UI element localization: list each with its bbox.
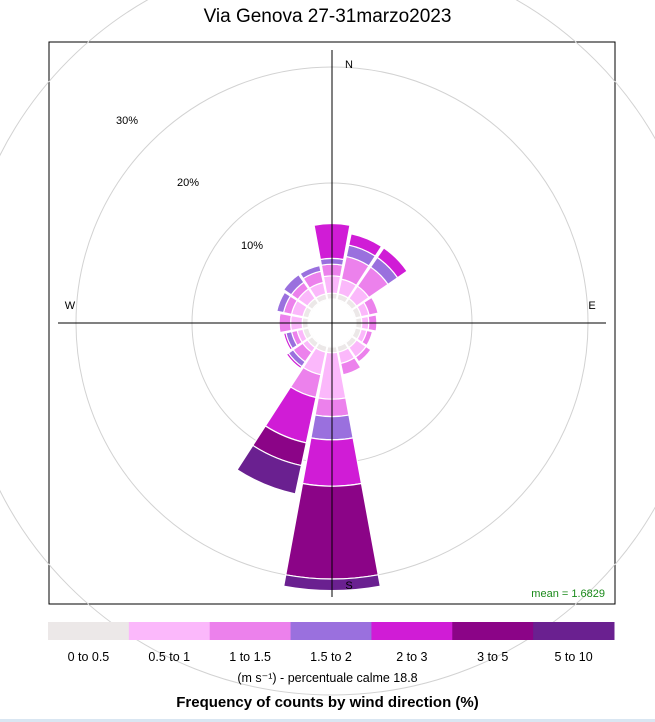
legend-units: (m s⁻¹) - percentuale calme 18.8 (237, 671, 418, 685)
petal-SW-bin-4 (285, 352, 303, 370)
petal-NNW-bin-3 (299, 264, 322, 280)
petal-WNW-bin-3 (276, 291, 292, 314)
mean-label: mean = 1.6829 (531, 588, 605, 600)
chart-labels: N E S W 10% 20% 30% mean = 1.6829 (65, 59, 605, 600)
petal-WSW-bin-4 (282, 332, 294, 351)
legend-swatch-3 (290, 622, 372, 640)
compass-label-n: N (345, 59, 353, 71)
petals (236, 223, 408, 592)
ring-label-10: 10% (241, 240, 263, 252)
legend-label-0: 0 to 0.5 (68, 650, 110, 664)
petal-ENE-bin-2 (363, 296, 379, 316)
legend-swatch-1 (128, 622, 211, 640)
legend-label-5: 3 to 5 (477, 650, 508, 664)
legend-swatch-2 (209, 622, 292, 640)
legend-label-2: 1 to 1.5 (229, 650, 271, 664)
compass-label-s: S (345, 580, 352, 592)
petal-NE-bin-4 (376, 247, 408, 279)
legend-swatch-5 (452, 622, 534, 640)
petal-NNE-bin-4 (347, 233, 383, 257)
legend-caption: Frequency of counts by wind direction (%… (176, 694, 479, 711)
petal-NW-bin-3 (282, 273, 305, 296)
ring-label-30: 30% (116, 115, 138, 127)
compass-label-w: W (65, 300, 76, 312)
legend-label-6: 5 to 10 (554, 650, 592, 664)
petal-ESE-bin-2 (361, 329, 374, 347)
legend-label-3: 1.5 to 2 (310, 650, 352, 664)
legend-label-4: 2 to 3 (396, 650, 427, 664)
legend-label-1: 0.5 to 1 (148, 650, 190, 664)
legend-swatch-6 (533, 622, 615, 640)
compass-label-e: E (588, 300, 595, 312)
petal-SE-bin-2 (354, 345, 372, 363)
ring-label-20: 20% (177, 177, 199, 189)
plot-frame (48, 41, 616, 605)
legend-swatch-4 (371, 622, 453, 640)
chart-title: Via Genova 27-31marzo2023 (203, 6, 452, 27)
petal-SSW-bin-6 (236, 444, 303, 495)
ring-30 (0, 0, 655, 696)
legend-swatch-0 (48, 622, 130, 640)
compass-axes (58, 50, 606, 597)
legend: 0 to 0.5 0.5 to 1 1 to 1.5 1.5 to 2 2 to 3 3 … (48, 622, 615, 664)
bottom-border (0, 719, 655, 722)
petal-SSE-bin-2 (339, 356, 362, 376)
